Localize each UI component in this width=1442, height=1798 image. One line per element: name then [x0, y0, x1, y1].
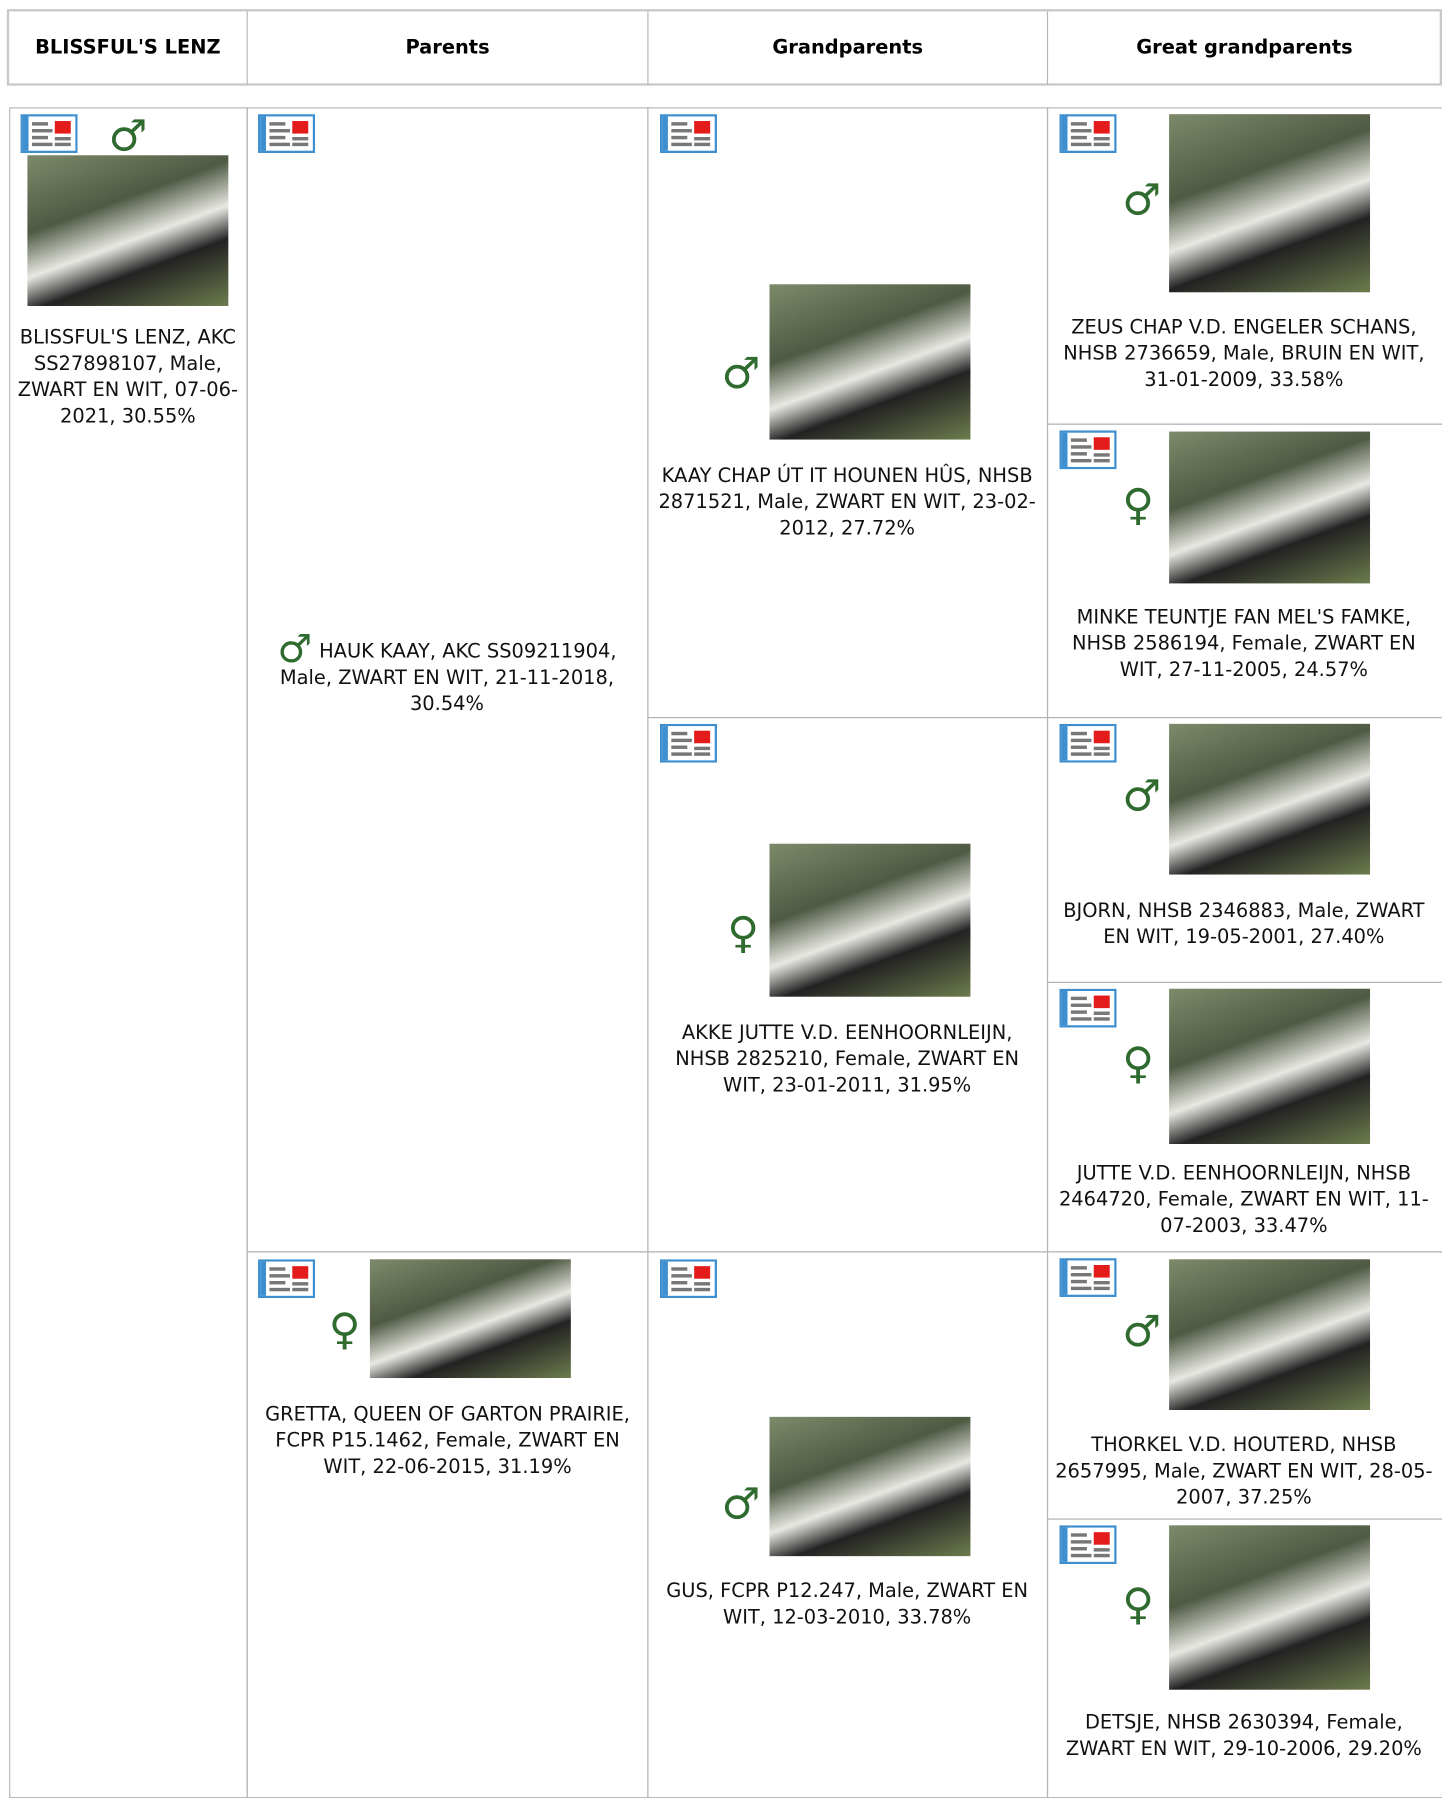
details-icon[interactable] [258, 114, 316, 153]
dog-photo[interactable] [27, 155, 229, 306]
sex-symbol: ♂ [721, 1478, 761, 1529]
dog-photo[interactable] [1169, 1259, 1371, 1410]
dog-text: BLISSFUL'S LENZ, AKC SS27898107, Male, Z… [17, 326, 239, 429]
details-icon[interactable] [1059, 988, 1117, 1028]
dog-text: GRETTA, QUEEN OF GARTON PRAIRIE, FCPR P1… [265, 1403, 630, 1479]
dog-photo[interactable] [1169, 988, 1371, 1144]
dog-text: GUS, FCPR P12.247, Male, ZWART EN WIT, 1… [666, 1580, 1029, 1630]
dog-text: THORKEL V.D. HOUTERD, NHSB 2657995, Male… [1055, 1433, 1433, 1510]
header-cell: BLISSFUL'S LENZ [35, 36, 221, 60]
header-row [6, 9, 1442, 86]
dog-info: BLISSFUL'S LENZ, AKC SS27898107, Male, Z… [16, 325, 240, 430]
header-cell: Great grandparents [1046, 11, 1441, 85]
dog-text: DETSJE, NHSB 2630394, Female, ZWART EN W… [1065, 1711, 1422, 1761]
sex-symbol: ♀ [1122, 1037, 1155, 1089]
sex-symbol: ♀ [1122, 1578, 1155, 1630]
card-icon[interactable] [20, 114, 78, 153]
dog-text: ZEUS CHAP V.D. ENGELER SCHANS, NHSB 2736… [1063, 316, 1425, 392]
card-icon[interactable] [1059, 430, 1117, 470]
dog-photo[interactable] [1169, 114, 1371, 293]
details-icon[interactable] [659, 1259, 717, 1299]
dog-info: DETSJE, NHSB 2630394, Female, ZWART EN W… [1054, 1710, 1434, 1763]
sex-symbol: ♂ [1122, 174, 1162, 225]
card-icon[interactable] [659, 723, 717, 763]
sex-symbol: ♂ [721, 348, 761, 399]
dog-photo[interactable] [769, 843, 971, 997]
dog-info: JUTTE V.D. EENHOORNLEIJN, NHSB 2464720, … [1054, 1161, 1434, 1240]
details-icon[interactable] [1059, 1258, 1117, 1297]
sex-symbol: ♀ [727, 907, 760, 958]
card-icon[interactable] [1059, 1258, 1117, 1297]
card-icon[interactable] [1059, 723, 1117, 763]
dog-photo[interactable] [769, 284, 971, 440]
card-icon[interactable] [1059, 114, 1117, 153]
card-icon[interactable] [659, 1259, 717, 1299]
dog-info: BJORN, NHSB 2346883, Male, ZWART EN WIT,… [1054, 899, 1434, 952]
sex-symbol: ♂ [277, 626, 313, 673]
card-icon[interactable] [659, 114, 717, 153]
sex-symbol: ♀ [1122, 478, 1155, 530]
dog-info: AKKE JUTTE V.D. EENHOORNLEIJN, NHSB 2825… [654, 1021, 1040, 1100]
details-icon[interactable] [1059, 1525, 1117, 1565]
sex-symbol: ♂ [1122, 770, 1162, 821]
details-icon[interactable] [659, 114, 717, 153]
card-icon[interactable] [1059, 1525, 1117, 1565]
dog-info: ZEUS CHAP V.D. ENGELER SCHANS, NHSB 2736… [1054, 315, 1434, 394]
header-cell: Parents [246, 11, 648, 85]
dog-info: GUS, FCPR P12.247, Male, ZWART EN WIT, 1… [654, 1579, 1040, 1632]
dog-text: KAAY CHAP ÚT IT HOUNEN HÛS, NHSB 2871521… [658, 464, 1036, 541]
header-cell: Grandparents [647, 11, 1047, 85]
dog-info: THORKEL V.D. HOUTERD, NHSB 2657995, Male… [1054, 1433, 1434, 1512]
card-icon[interactable] [1059, 988, 1117, 1028]
dog-info: GRETTA, QUEEN OF GARTON PRAIRIE, FCPR P1… [253, 1402, 641, 1481]
dog-text: HAUK KAAY, AKC SS09211904, Male, ZWART E… [279, 640, 617, 716]
card-icon[interactable] [258, 114, 316, 153]
dog-text: BJORN, NHSB 2346883, Male, ZWART EN WIT,… [1063, 899, 1425, 949]
sex-symbol: ♂ [1122, 1306, 1162, 1357]
details-icon[interactable] [20, 114, 78, 153]
details-icon[interactable] [1059, 114, 1117, 153]
dog-text: MINKE TEUNTJE FAN MEL'S FAMKE, NHSB 2586… [1071, 606, 1416, 682]
dog-photo[interactable] [1169, 723, 1371, 875]
dog-text: JUTTE V.D. EENHOORNLEIJN, NHSB 2464720, … [1058, 1162, 1429, 1238]
details-icon[interactable] [659, 723, 717, 763]
dog-text: AKKE JUTTE V.D. EENHOORNLEIJN, NHSB 2825… [675, 1021, 1020, 1098]
sex-symbol: ♀ [328, 1303, 361, 1355]
card-icon[interactable] [258, 1259, 316, 1299]
dog-info: ♂ HAUK KAAY, AKC SS09211904, Male, ZWART … [258, 630, 636, 718]
dog-info: KAAY CHAP ÚT IT HOUNEN HÛS, NHSB 2871521… [654, 464, 1040, 543]
dog-photo[interactable] [1169, 1525, 1371, 1690]
dog-photo[interactable] [1169, 431, 1371, 584]
dog-photo[interactable] [369, 1259, 571, 1379]
details-icon[interactable] [1059, 723, 1117, 763]
details-icon[interactable] [1059, 430, 1117, 470]
sex-symbol: ♂ [108, 110, 148, 161]
details-icon[interactable] [258, 1259, 316, 1299]
dog-info: MINKE TEUNTJE FAN MEL'S FAMKE, NHSB 2586… [1054, 605, 1434, 684]
dog-photo[interactable] [769, 1416, 971, 1557]
